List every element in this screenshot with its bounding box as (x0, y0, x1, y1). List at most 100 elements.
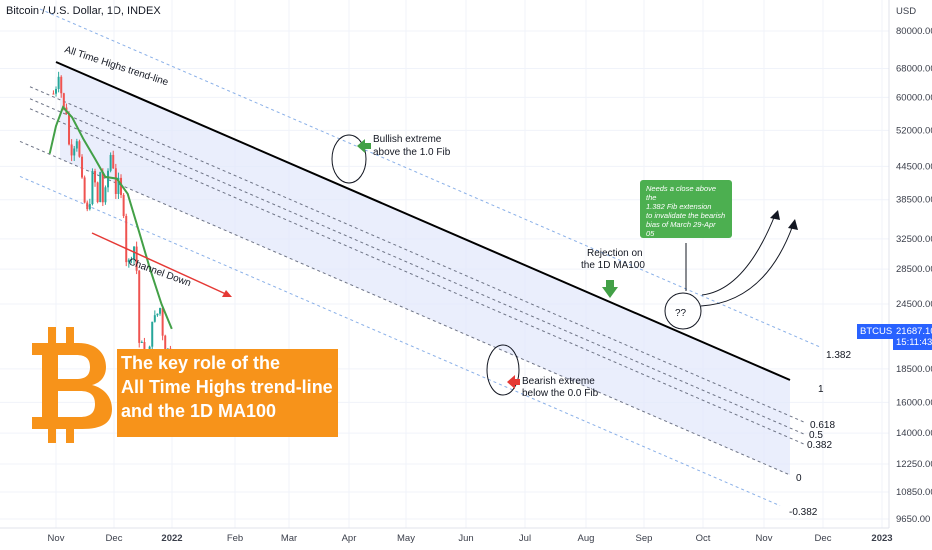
y-tick-label: 44500.00 (896, 161, 932, 172)
candle-body (120, 177, 123, 195)
last-price: 21687.10 (896, 326, 932, 337)
candle-body (62, 93, 65, 108)
candle-body (164, 335, 167, 352)
bullish-circle (331, 134, 367, 184)
candle-body (135, 246, 138, 271)
candle-body (161, 308, 164, 336)
channel-arrowhead (222, 290, 232, 297)
bearish-circle (486, 344, 520, 396)
y-tick-label: 32500.00 (896, 234, 932, 245)
bullish-text-2: above the 1.0 Fib (373, 147, 451, 158)
candle-body (88, 204, 91, 210)
y-tick-label: 38500.00 (896, 195, 932, 206)
candle-body (138, 270, 141, 343)
candle-body (130, 258, 133, 260)
price-axis: 80000.00 68000.00 60000.00 52000.00 44500.00… (896, 26, 932, 525)
candle-body (112, 154, 115, 169)
y-tick-label: 28500.00 (896, 264, 932, 275)
candle-body (57, 76, 60, 89)
candle-body (81, 156, 84, 178)
fib-line (29, 98, 806, 435)
candle-body (156, 313, 159, 316)
overlay-title-line-3: and the 1D MA100 (121, 401, 277, 421)
x-tick-label: Nov (756, 533, 773, 544)
rejection-arrow (602, 280, 618, 298)
candle-body (91, 171, 94, 205)
bearish-text-2: below the 0.0 Fib (522, 388, 599, 399)
candle-body (60, 76, 63, 94)
candle-body (75, 141, 78, 149)
overlay-title-line-2: All Time Highs trend-line (121, 377, 333, 397)
fib-line (39, 8, 821, 348)
fib-lines (19, 8, 821, 507)
bar-countdown: 15:11:43 (896, 337, 932, 348)
x-tick-label: 2022 (161, 533, 182, 544)
candle-body (55, 88, 58, 94)
y-tick-label: 52000.00 (896, 125, 932, 136)
candle-body (78, 141, 81, 157)
candle-body (109, 154, 112, 171)
y-tick-label: 9650.00 (896, 514, 930, 525)
symbol-tag: BTCUSD (857, 324, 903, 339)
y-tick-label: 18500.00 (896, 364, 932, 375)
bitcoin-logo-icon (32, 327, 112, 443)
candle-body (52, 93, 55, 95)
currency-label: USD (896, 6, 916, 17)
candle-body (96, 182, 99, 203)
note-line-2: 1.382 Fib extension (646, 202, 712, 211)
candle-body (114, 168, 117, 194)
last-price-tag: 21687.10 15:11:43 (893, 324, 932, 350)
bearish-arrow (507, 375, 520, 389)
fib-label-1382: 1.382 (826, 350, 851, 361)
candle-body (151, 321, 154, 347)
candles (52, 71, 172, 363)
candle-body (86, 202, 89, 210)
projection-path-1 (701, 214, 776, 296)
candle-body (99, 172, 102, 203)
candle-body (107, 170, 110, 188)
x-tick-label: May (397, 533, 415, 544)
fib-line (29, 86, 806, 423)
y-tick-label: 14000.00 (896, 428, 932, 439)
candle-body (73, 148, 76, 156)
candle-body (117, 177, 120, 194)
projection-head-1 (770, 210, 780, 220)
x-tick-label: Jul (519, 533, 531, 544)
x-tick-label: Nov (48, 533, 65, 544)
x-tick-label: Aug (578, 533, 595, 544)
bullish-text-1: Bullish extreme (373, 134, 442, 145)
fib-label-1: 1 (818, 384, 824, 395)
candle-body (153, 315, 156, 322)
question-mark: ?? (675, 308, 687, 319)
y-tick-label: 24500.00 (896, 299, 932, 310)
candle-body (159, 308, 162, 314)
x-tick-label: Dec (815, 533, 832, 544)
fib-line (29, 108, 806, 445)
ath-trendline[interactable] (55, 61, 791, 381)
channel-fill (60, 63, 790, 475)
x-tick-label: Oct (696, 533, 711, 544)
bullish-arrow (357, 139, 371, 153)
projection-path-2 (700, 224, 794, 307)
x-tick-label: Feb (227, 533, 243, 544)
fib-label-05: 0.5 (809, 430, 823, 441)
y-tick-label: 68000.00 (896, 63, 932, 74)
fib-label-neg0382: -0.382 (789, 507, 818, 518)
candle-body (83, 177, 86, 203)
y-tick-label: 12250.00 (896, 459, 932, 470)
note-line-4: bias of March 29-Apr 05 (646, 220, 716, 238)
candle-body (140, 341, 143, 343)
fib-label-0618: 0.618 (810, 420, 835, 431)
x-tick-label: Jun (458, 533, 473, 544)
y-tick-label: 10850.00 (896, 487, 932, 498)
candle-body (68, 113, 71, 145)
rejection-text-2: the 1D MA100 (581, 260, 645, 271)
x-tick-label: Dec (106, 533, 123, 544)
fib-line (19, 175, 781, 507)
projection-head-2 (788, 219, 798, 230)
ma100-line[interactable] (48, 105, 173, 330)
candle-body (70, 144, 73, 156)
y-tick-label: 60000.00 (896, 92, 932, 103)
candle-body (122, 194, 125, 216)
